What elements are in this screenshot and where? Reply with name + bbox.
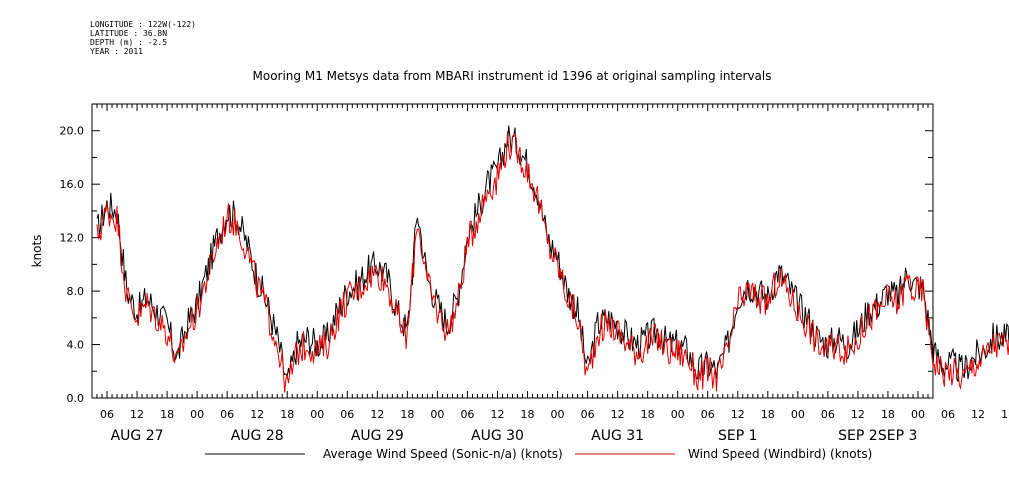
x-day-label: AUG 27 (111, 428, 164, 444)
axis-ticks (91, 103, 934, 399)
x-hour-label: 00 (310, 408, 324, 421)
x-day-label: SEP 3 (878, 428, 918, 444)
series-windbird-wind-speed (96, 131, 1009, 393)
x-hour-label: 18 (881, 408, 895, 421)
x-hour-label: 00 (911, 408, 925, 421)
chart-title: Mooring M1 Metsys data from MBARI instru… (253, 69, 772, 83)
latitude-label: LATITUDE : 36.8N (90, 29, 168, 38)
x-day-label: AUG 28 (231, 428, 284, 444)
legend-label-windbird: Wind Speed (Windbird) (knots) (688, 447, 872, 461)
series-average-wind-speed (96, 125, 1009, 382)
x-hour-label: 00 (190, 408, 204, 421)
x-hour-label: 06 (340, 408, 354, 421)
legend-label-average: Average Wind Speed (Sonic-n/a) (knots) (323, 447, 563, 461)
x-day-label: AUG 31 (591, 428, 644, 444)
x-hour-label: 06 (821, 408, 835, 421)
x-day-label: AUG 30 (471, 428, 524, 444)
x-hour-label: 12 (250, 408, 264, 421)
longitude-label: LONGITUDE : 122W(-122) (90, 20, 196, 29)
y-tick-label: 12.0 (60, 232, 85, 245)
x-hour-label: 06 (220, 408, 234, 421)
legend: Average Wind Speed (Sonic-n/a) (knots) W… (205, 447, 872, 461)
x-hour-label: 18 (160, 408, 174, 421)
x-hour-label: 18 (280, 408, 294, 421)
x-hour-label: 06 (941, 408, 955, 421)
x-hour-label: 12 (490, 408, 504, 421)
x-hour-label: 06 (460, 408, 474, 421)
x-hour-label: 12 (611, 408, 625, 421)
y-tick-label: 20.0 (60, 125, 85, 138)
x-day-label: SEP 2 (838, 428, 878, 444)
plot-frame (91, 103, 934, 399)
x-hour-label: 00 (671, 408, 685, 421)
y-axis-label: knots (30, 235, 44, 268)
x-hour-label: 18 (1001, 408, 1009, 421)
x-hour-label: 00 (791, 408, 805, 421)
x-hour-label: 18 (400, 408, 414, 421)
x-hour-label: 18 (641, 408, 655, 421)
x-hour-label: 12 (731, 408, 745, 421)
x-hour-label: 06 (100, 408, 114, 421)
x-hour-label: 12 (851, 408, 865, 421)
y-tick-label: 16.0 (60, 178, 85, 191)
x-hour-label: 18 (761, 408, 775, 421)
x-day-label: SEP 1 (718, 428, 758, 444)
y-tick-labels: 0.0 4.0 8.0 12.0 16.0 20.0 (60, 125, 85, 405)
y-tick-label: 4.0 (67, 339, 85, 352)
x-hour-label: 12 (370, 408, 384, 421)
year-label: YEAR : 2011 (90, 47, 143, 56)
depth-label: DEPTH (m) : -2.5 (90, 38, 168, 47)
x-hour-label: 12 (130, 408, 144, 421)
series-layer (96, 125, 1009, 393)
x-hour-label: 00 (430, 408, 444, 421)
y-tick-label: 8.0 (67, 285, 85, 298)
metadata-block: LONGITUDE : 122W(-122) LATITUDE : 36.8N … (90, 20, 196, 56)
x-hour-label: 06 (581, 408, 595, 421)
y-tick-label: 0.0 (67, 392, 85, 405)
x-hour-label: 06 (701, 408, 715, 421)
x-hour-label: 00 (551, 408, 565, 421)
x-day-label: AUG 29 (351, 428, 404, 444)
x-hour-label: 12 (971, 408, 985, 421)
x-tick-labels: 06 12 18 00 06 12 18 00 06 12 18 00 06 12 18 00 06 12 18 00… (100, 408, 1009, 444)
x-hour-label: 18 (521, 408, 535, 421)
